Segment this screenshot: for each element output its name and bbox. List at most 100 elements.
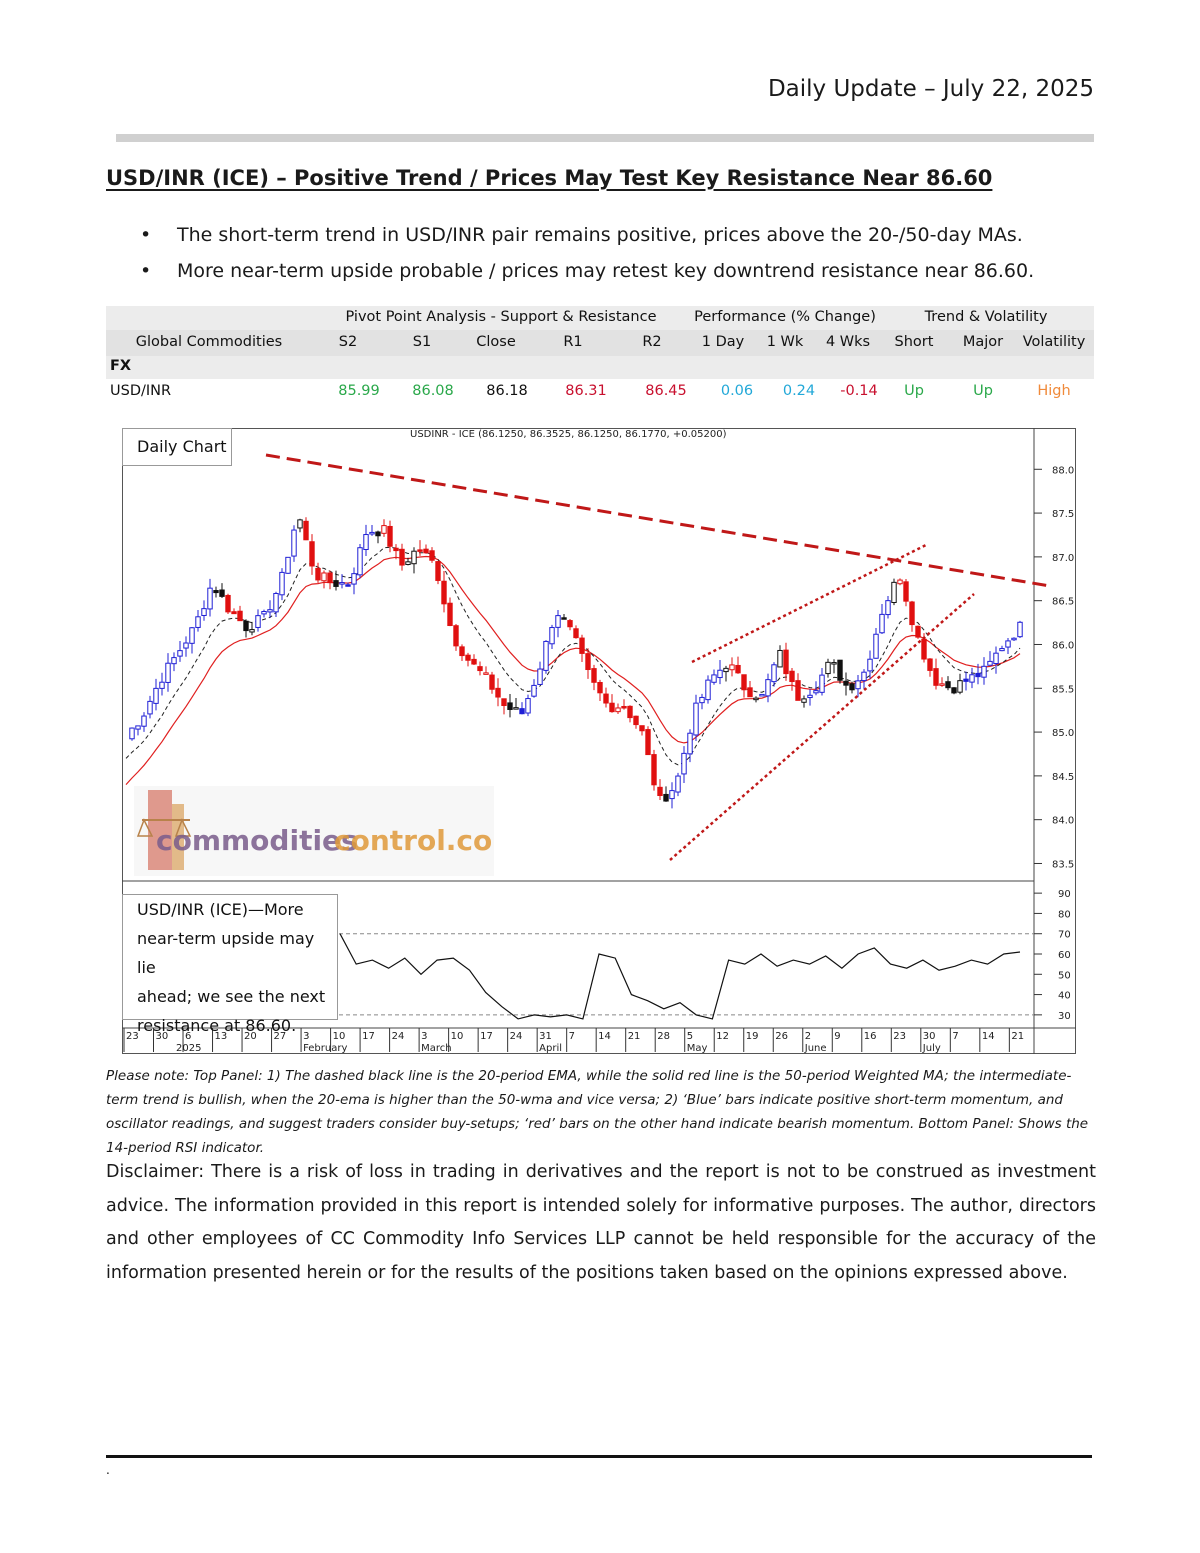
candle-body (417, 549, 423, 552)
rsi-annotation-box: USD/INR (ICE)—More near-term upside may … (122, 894, 338, 1035)
candle-body (531, 684, 537, 697)
wma50-line (125, 555, 1021, 786)
candle-body (537, 668, 543, 685)
candle-body (453, 625, 459, 647)
cell-1day: 0.06 (720, 383, 754, 399)
rsi-tick-label: 90 (1058, 889, 1071, 900)
date-tick-label: 23 (126, 1031, 139, 1042)
candle-body (387, 525, 393, 547)
date-tick-label: 14 (598, 1031, 611, 1042)
rsi-tick-label: 30 (1058, 1011, 1071, 1022)
candle-body (591, 668, 597, 683)
candle-body (975, 672, 981, 678)
candle-body (291, 529, 297, 557)
candle-body (783, 649, 789, 675)
candle-body (861, 671, 867, 682)
candle-body (735, 664, 741, 674)
candle-body (951, 687, 957, 694)
candle-body (231, 611, 237, 615)
rsi-tick-label: 50 (1058, 970, 1071, 981)
candle-body (837, 659, 843, 681)
candle-body (903, 581, 909, 602)
candle-body (933, 668, 939, 686)
candle-body (315, 567, 321, 581)
candle-body (597, 681, 603, 694)
candle-body (603, 693, 609, 704)
candle-body (159, 681, 165, 689)
candle-body (243, 620, 249, 632)
price-tick-label: 83.5 (1052, 859, 1074, 870)
candle-body (303, 520, 309, 541)
candle-body (693, 702, 699, 736)
date-tick-label: 2 (805, 1031, 811, 1042)
date-tick-label: 21 (1011, 1031, 1024, 1042)
cell-major: Up (973, 383, 993, 399)
candle-body (513, 707, 519, 710)
candle-body (261, 610, 267, 615)
rsi-tick-label: 60 (1058, 950, 1071, 961)
report-date: Daily Update – July 22, 2025 (767, 76, 1094, 102)
month-label: July (922, 1043, 941, 1054)
candle-body (921, 638, 927, 660)
date-tick-label: 23 (893, 1031, 906, 1042)
candle-body (381, 525, 387, 534)
candle-body (183, 642, 189, 649)
section-label: FX (110, 358, 132, 374)
candle-body (399, 548, 405, 566)
col-header: R1 (563, 334, 583, 350)
col-header: S2 (338, 334, 358, 350)
date-tick-label: 5 (687, 1031, 693, 1042)
footer-divider (106, 1455, 1092, 1458)
candle-body (543, 640, 549, 671)
candle-body (495, 687, 501, 698)
candle-body (801, 698, 807, 703)
candle-body (213, 590, 219, 594)
candle-body (171, 657, 177, 665)
rsi-line (339, 933, 1021, 1020)
month-label: March (421, 1043, 451, 1054)
candle-body (879, 613, 885, 634)
candle-body (549, 627, 555, 645)
report-title: USD/INR (ICE) – Positive Trend / Prices … (106, 166, 993, 190)
date-tick-label: 17 (362, 1031, 375, 1042)
header-divider (116, 134, 1094, 142)
col-header: Major (962, 334, 1004, 350)
candle-body (795, 680, 801, 701)
col-header: 4 Wks (825, 334, 871, 350)
month-label: February (303, 1043, 347, 1054)
price-tick-label: 85.0 (1052, 728, 1074, 739)
candle-body (813, 690, 819, 694)
candle-body (627, 705, 633, 719)
candle-body (1017, 621, 1023, 638)
month-label: June (804, 1043, 827, 1054)
col-header: Short (894, 334, 934, 350)
candle-body (471, 658, 477, 665)
candle-body (273, 592, 279, 613)
candle-body (135, 725, 141, 730)
candle-body (375, 531, 381, 537)
candle-body (267, 609, 273, 613)
candle-body (309, 541, 315, 567)
candle-body (993, 652, 999, 665)
candle-body (891, 581, 897, 603)
candle-body (321, 572, 327, 582)
date-tick-label: 17 (480, 1031, 493, 1042)
candle-body (465, 654, 471, 661)
candle-body (333, 580, 339, 587)
table-row: USD/INR 85.99 86.08 86.18 86.31 86.45 0.… (106, 379, 1094, 405)
candle-body (297, 519, 303, 529)
candle-body (609, 702, 615, 713)
rsi-annotation-line: ahead; we see the next (137, 987, 326, 1006)
pivot-group-header: Pivot Point Analysis - Support & Resista… (345, 309, 657, 325)
candle-body (885, 600, 891, 616)
downtrend-resistance-line (265, 453, 1051, 588)
candle-body (423, 548, 429, 554)
date-tick-label: 13 (215, 1031, 228, 1042)
date-tick-label: 30 (923, 1031, 936, 1042)
candle-body (249, 629, 255, 633)
price-tick-label: 86.0 (1052, 640, 1074, 651)
candle-body (711, 674, 717, 683)
candle-body (207, 587, 213, 610)
candle-body (831, 662, 837, 665)
price-tick-label: 87.5 (1052, 509, 1074, 520)
